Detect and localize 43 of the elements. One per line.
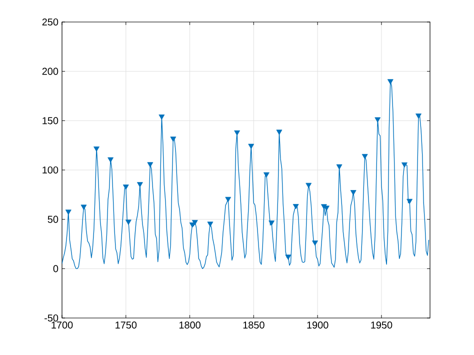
- x-tick-label: 1800: [179, 322, 200, 329]
- y-tick-label: 50: [48, 216, 58, 223]
- point: [416, 114, 422, 119]
- y-tick-label: 150: [42, 117, 58, 124]
- point: [65, 210, 72, 215]
- point: [406, 198, 413, 204]
- line-series: [62, 80, 430, 270]
- x-tick-label: 1700: [52, 322, 73, 329]
- y-tick-label: -50: [44, 314, 58, 322]
- point: [306, 182, 312, 188]
- point: [401, 162, 408, 168]
- point: [207, 222, 214, 227]
- point: [374, 117, 381, 122]
- point: [108, 157, 114, 163]
- x-tick-label: 1900: [307, 322, 328, 329]
- point: [312, 240, 318, 246]
- point: [350, 190, 356, 196]
- point: [80, 204, 87, 210]
- point: [292, 204, 299, 210]
- y-tick-label: 250: [42, 18, 58, 26]
- point: [94, 146, 100, 152]
- x-tick-label: 1950: [371, 322, 392, 329]
- point: [248, 144, 254, 150]
- point: [225, 196, 232, 202]
- x-tick-label: 1750: [116, 322, 137, 329]
- point: [147, 162, 154, 168]
- point: [387, 79, 394, 84]
- point: [276, 130, 282, 135]
- point: [285, 254, 292, 260]
- point: [336, 164, 342, 170]
- x-tick-label: 1850: [243, 322, 264, 329]
- point: [192, 220, 198, 226]
- y-tick-label: 0: [53, 265, 58, 272]
- point: [125, 220, 132, 225]
- point: [268, 220, 275, 226]
- point: [170, 136, 176, 142]
- point: [136, 182, 143, 188]
- point: [122, 184, 129, 190]
- point: [158, 114, 165, 120]
- point: [263, 172, 270, 178]
- y-tick-label: 100: [42, 166, 58, 174]
- y-tick-label: 200: [42, 68, 58, 75]
- point: [362, 154, 368, 160]
